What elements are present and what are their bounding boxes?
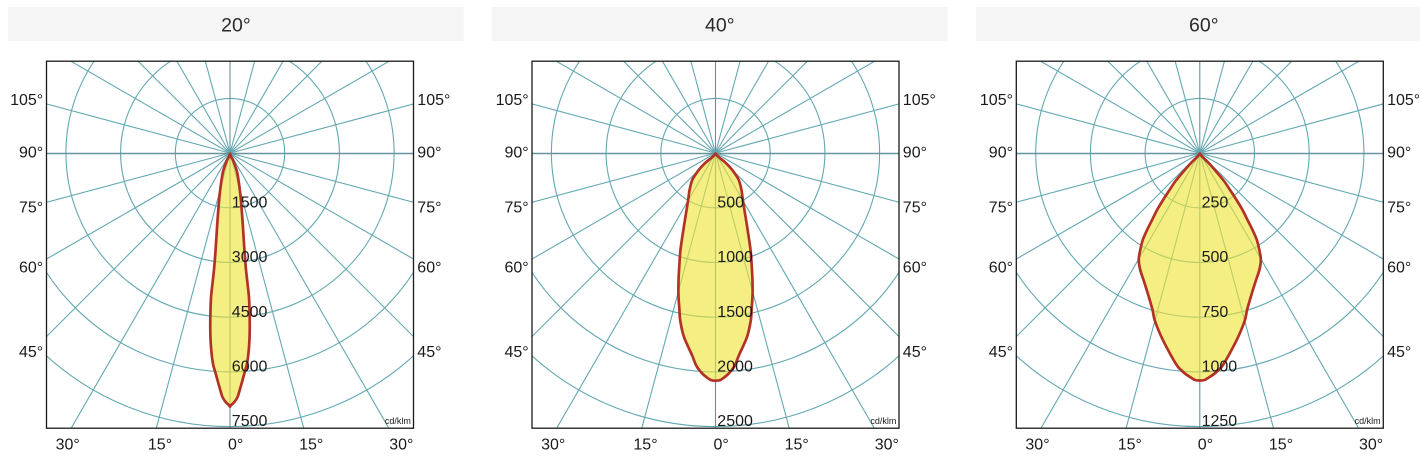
svg-text:30°: 30° [875,436,899,453]
svg-text:250: 250 [1202,194,1229,211]
svg-text:105°: 105° [980,92,1013,109]
svg-text:60°: 60° [1387,259,1411,276]
svg-text:105°: 105° [10,92,43,109]
svg-text:0°: 0° [228,436,243,453]
svg-text:60°: 60° [417,259,441,276]
svg-text:6000: 6000 [232,359,268,376]
svg-text:750: 750 [1202,304,1229,321]
svg-text:1000: 1000 [1202,359,1238,376]
svg-text:500: 500 [1202,249,1229,266]
svg-text:1000: 1000 [717,249,753,266]
svg-text:40°: 40° [705,15,735,37]
svg-text:15°: 15° [1269,436,1293,453]
svg-text:7500: 7500 [232,413,268,430]
svg-text:4500: 4500 [232,304,268,321]
svg-text:45°: 45° [417,344,441,361]
svg-text:105°: 105° [1387,92,1420,109]
svg-text:75°: 75° [903,199,927,216]
svg-text:1500: 1500 [717,304,753,321]
svg-text:2500: 2500 [717,413,753,430]
svg-text:105°: 105° [496,92,529,109]
svg-text:15°: 15° [1118,436,1142,453]
svg-text:0°: 0° [714,436,729,453]
svg-text:500: 500 [717,194,744,211]
svg-text:90°: 90° [1387,145,1411,162]
svg-text:45°: 45° [989,344,1013,361]
svg-text:15°: 15° [148,436,172,453]
svg-text:1500: 1500 [232,194,268,211]
svg-text:30°: 30° [56,436,80,453]
svg-text:75°: 75° [1387,199,1411,216]
svg-text:75°: 75° [19,199,43,216]
svg-text:45°: 45° [1387,344,1411,361]
svg-text:30°: 30° [1359,436,1383,453]
svg-text:45°: 45° [504,344,528,361]
svg-text:15°: 15° [785,436,809,453]
svg-text:75°: 75° [504,199,528,216]
svg-text:75°: 75° [989,199,1013,216]
svg-text:1250: 1250 [1202,413,1238,430]
svg-text:90°: 90° [504,145,528,162]
svg-text:45°: 45° [903,344,927,361]
svg-text:60°: 60° [19,259,43,276]
svg-text:105°: 105° [417,92,450,109]
svg-text:cd/klm: cd/klm [385,416,411,426]
svg-text:105°: 105° [903,92,936,109]
svg-text:60°: 60° [989,259,1013,276]
svg-text:60°: 60° [504,259,528,276]
svg-text:90°: 90° [989,145,1013,162]
svg-text:90°: 90° [19,145,43,162]
svg-text:20°: 20° [221,15,251,37]
svg-text:90°: 90° [417,145,441,162]
svg-text:30°: 30° [541,436,565,453]
svg-text:30°: 30° [389,436,413,453]
svg-text:90°: 90° [903,145,927,162]
svg-text:0°: 0° [1198,436,1213,453]
svg-text:3000: 3000 [232,249,268,266]
svg-text:2000: 2000 [717,359,753,376]
svg-text:cd/klm: cd/klm [870,416,896,426]
svg-text:cd/klm: cd/klm [1355,416,1381,426]
svg-text:15°: 15° [299,436,323,453]
svg-text:60°: 60° [903,259,927,276]
svg-text:30°: 30° [1025,436,1049,453]
svg-text:45°: 45° [19,344,43,361]
svg-text:15°: 15° [633,436,657,453]
svg-text:75°: 75° [417,199,441,216]
svg-text:60°: 60° [1189,15,1219,37]
